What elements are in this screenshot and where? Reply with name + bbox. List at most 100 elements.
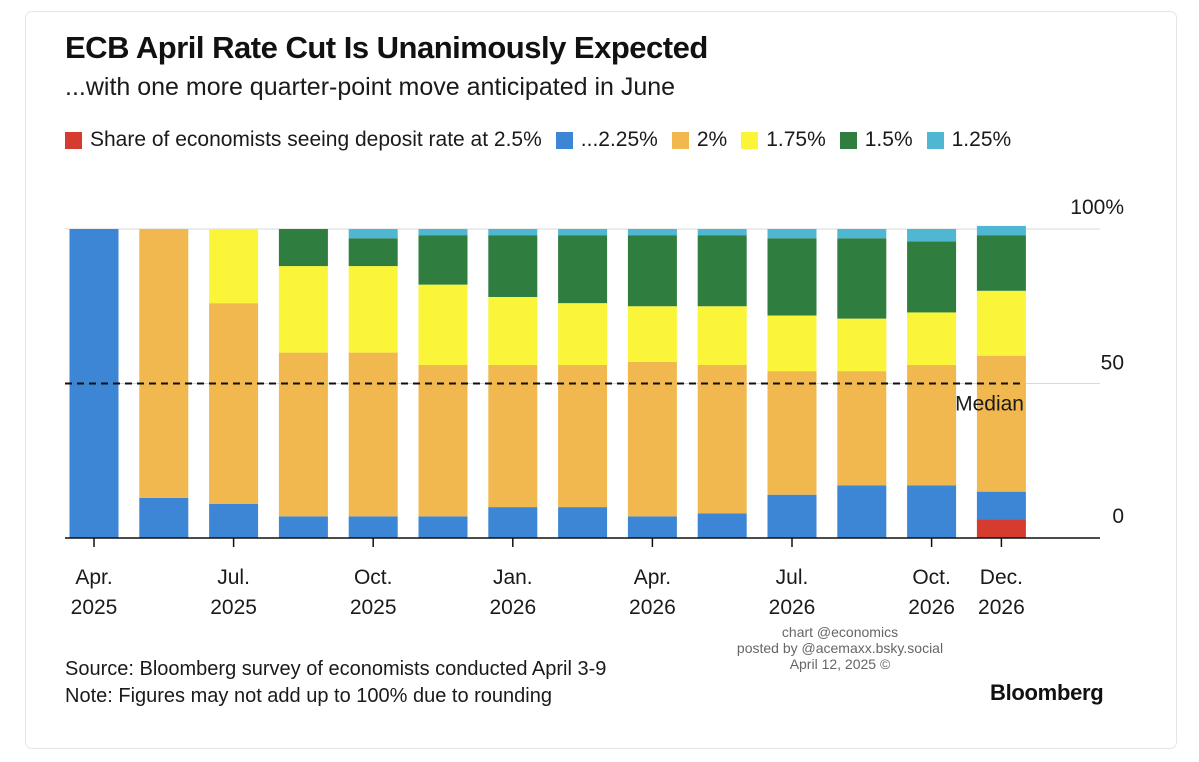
credit-watermark: chart @economics posted by @acemaxx.bsky…	[700, 624, 980, 672]
bloomberg-logo: Bloomberg	[990, 680, 1104, 705]
bar-segment	[558, 303, 608, 365]
bar-segment	[209, 504, 259, 538]
x-tick-label: Dec.	[980, 566, 1023, 589]
bar-segment	[418, 516, 468, 538]
bar-segment	[348, 238, 398, 267]
bar-segment	[418, 284, 468, 365]
x-tick-label: 2026	[489, 596, 536, 619]
bar-segment	[348, 516, 398, 538]
legend-swatch	[741, 131, 759, 149]
bar-segment	[697, 364, 747, 514]
x-tick-label: Jan.	[493, 566, 533, 589]
x-tick-label: Oct.	[354, 566, 393, 589]
bar-segment	[837, 371, 887, 486]
legend-swatch	[555, 131, 573, 149]
bar-segment	[139, 229, 189, 498]
bar-segment	[837, 485, 887, 538]
legend-swatch	[926, 131, 944, 149]
legend-label: Share of economists seeing deposit rate …	[90, 128, 542, 151]
bar-segment	[907, 241, 957, 313]
x-tick-label: 2025	[71, 596, 118, 619]
bar-segment	[418, 235, 468, 285]
bar-segment	[139, 497, 189, 538]
median-label: Median	[955, 393, 1024, 416]
bar-segment	[348, 266, 398, 353]
bar-segment	[976, 290, 1026, 356]
legend-swatch	[65, 131, 82, 149]
x-tick-label: Oct.	[912, 566, 951, 589]
bar-segment	[627, 229, 677, 236]
bar-segment	[767, 315, 817, 372]
bar-segment	[767, 494, 817, 538]
bar-segment	[278, 266, 328, 353]
credit-line-1: chart @economics	[781, 624, 899, 640]
legend-swatch	[671, 131, 689, 149]
credit-line-3: April 12, 2025 ©	[789, 656, 891, 672]
bar-segment	[697, 513, 747, 538]
x-tick-label: 2026	[978, 596, 1025, 619]
x-tick-label: Apr.	[634, 566, 671, 589]
bar-segment	[907, 364, 957, 486]
x-tick-label: 2026	[769, 596, 816, 619]
bar-segment	[627, 516, 677, 538]
bar-segment	[488, 296, 538, 365]
bar-segment	[558, 364, 608, 508]
x-tick-label: Jul.	[776, 566, 809, 589]
bar-segment	[697, 229, 747, 236]
bar-segment	[627, 306, 677, 362]
bar-segment	[488, 229, 538, 236]
legend-item: ...2.25%	[555, 128, 658, 152]
x-tick-label: 2026	[629, 596, 676, 619]
bar-segment	[767, 371, 817, 495]
bar-segment	[278, 516, 328, 538]
bar-segment	[976, 225, 1026, 236]
bar-segment	[348, 352, 398, 517]
credit-line-2: posted by @acemaxx.bsky.social	[736, 640, 944, 656]
x-tick-label: 2026	[908, 596, 955, 619]
legend-label: 1.75%	[766, 128, 826, 151]
y-tick-label: 0	[1112, 505, 1124, 528]
bar-segment	[488, 507, 538, 538]
bar-segment	[837, 229, 887, 239]
bar-segment	[697, 306, 747, 365]
bar-segment	[278, 352, 328, 517]
bar-segment	[697, 235, 747, 307]
legend-item: 2%	[671, 128, 728, 152]
y-tick-label: 50	[1101, 352, 1124, 375]
legend-item: 1.25%	[926, 128, 1012, 152]
bar-segment	[488, 364, 538, 508]
bar-segment	[278, 229, 328, 267]
legend-item: 1.5%	[839, 128, 913, 152]
bar-segment	[627, 361, 677, 517]
bar-segment	[627, 235, 677, 307]
legend-label: 2%	[696, 128, 728, 151]
chart-subtitle: ...with one more quarter-point move anti…	[65, 73, 676, 101]
bar-segment	[209, 229, 259, 304]
bar-segment	[558, 507, 608, 538]
bar-segment	[976, 235, 1026, 291]
bar-segment	[767, 229, 817, 239]
bar-segment	[348, 229, 398, 239]
legend-label: 1.25%	[951, 128, 1012, 151]
bar-segment	[907, 485, 957, 538]
bar-segment	[418, 229, 468, 236]
bar-segment	[976, 355, 1026, 492]
rounding-note: Note: Figures may not add up to 100% due…	[65, 685, 552, 707]
bar-segment	[418, 364, 468, 517]
x-tick-label: Apr.	[75, 566, 112, 589]
bar-segment	[767, 238, 817, 316]
legend-item: 1.75%	[741, 128, 826, 152]
bar-segment	[488, 235, 538, 297]
x-tick-label: 2025	[210, 596, 257, 619]
legend-item: Share of economists seeing deposit rate …	[65, 128, 542, 152]
bar-segment	[558, 229, 608, 236]
bar-segment	[209, 303, 259, 505]
chart-title: ECB April Rate Cut Is Unanimously Expect…	[65, 30, 708, 65]
chart-legend: Share of economists seeing deposit rate …	[65, 128, 1145, 152]
bar-segment	[837, 238, 887, 319]
x-tick-label: 2025	[350, 596, 397, 619]
x-tick-label: Jul.	[217, 566, 250, 589]
bar-segment	[907, 312, 957, 365]
bar-segment	[976, 491, 1026, 520]
